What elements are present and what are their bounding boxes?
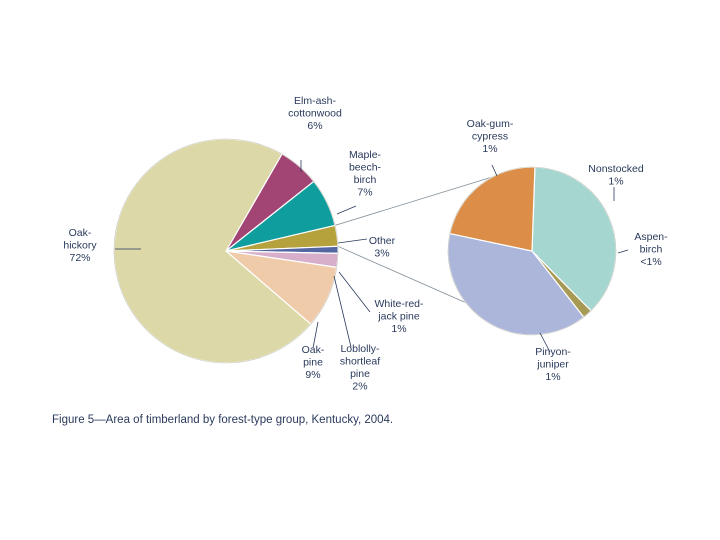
main-pie-label-maple-beech-birch: Maple-beech-birch 7% (349, 149, 382, 199)
figure-caption: Figure 5—Area of timberland by forest-ty… (52, 414, 394, 426)
main-pie-label-loblolly-shortleaf-pine: Loblolly-shortleaf pine 2% (340, 343, 380, 393)
other-pie-leader-aspen-birch (617, 249, 629, 254)
other-pie-leader-pinyon-juniper (539, 332, 551, 353)
connector-line-upper (334, 176, 493, 226)
other-breakdown-pie (447, 166, 617, 336)
main-pie-leader-maple-beech-birch (336, 205, 357, 215)
label-leader-lines (115, 160, 629, 353)
slice-labels: Elm-ash-cottonwood 6%Maple-beech-birch 7% O… (63, 95, 668, 393)
other-pie-label-oak-gum-cypress: Oak-gum-cypress 1% (467, 118, 514, 155)
other-pie-label-nonstocked: Nonstocked 1% (588, 163, 644, 188)
connector-line-lower (337, 245, 466, 304)
main-pie-label-white-red-jack-pine: White-red-jack pine 1% (374, 298, 424, 335)
main-pie-outline (113, 138, 339, 364)
pie-connector-lines (334, 176, 493, 304)
main-pie-leader-white-red-jack-pine (338, 271, 371, 313)
main-pie-label-oak-pine: Oak-pine 9% (302, 344, 325, 381)
main-pie-leader-other (337, 238, 368, 244)
other-pie-label-aspen-birch: Aspen-birch <1% (634, 231, 668, 268)
main-pie-label-elm-ash-cottonwood: Elm-ash-cottonwood 6% (288, 95, 342, 132)
main-pie (113, 138, 339, 364)
main-pie-leader-loblolly-shortleaf-pine (333, 275, 352, 348)
main-pie-leader-oak-pine (312, 321, 319, 349)
main-pie-label-oak-hickory: Oak-hickory 72% (63, 227, 97, 264)
other-pie-label-pinyon-juniper: Pinyon-juniper 1% (535, 346, 571, 383)
other-pie-outline (447, 166, 617, 336)
other-pie-leader-oak-gum-cypress (491, 164, 498, 177)
main-pie-label-other: Other 3% (369, 235, 396, 260)
